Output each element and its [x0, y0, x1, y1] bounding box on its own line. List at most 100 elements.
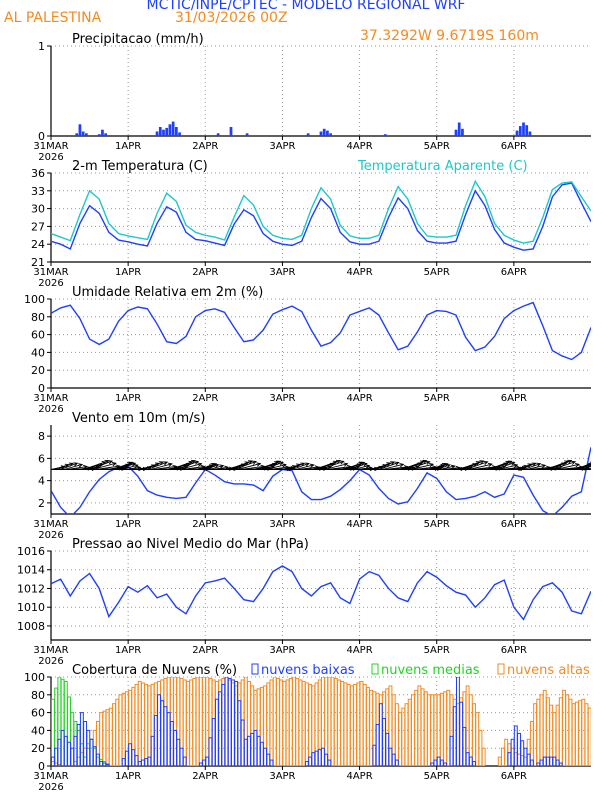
wind-arrow: [121, 464, 138, 470]
x-tick-label: 4APR: [346, 771, 372, 782]
wind-arrow-head: [256, 462, 262, 467]
legend-label: nuvens medias: [381, 663, 480, 678]
wind-arrow-head: [597, 465, 601, 468]
low-cloud-bar: [179, 747, 184, 766]
low-cloud-bar: [324, 753, 329, 766]
y-tick-label: 1: [38, 40, 45, 53]
wind-arrow-head: [507, 460, 513, 465]
plot-area: [51, 447, 601, 514]
plot-area: [51, 677, 591, 766]
high-cloud-bar: [272, 677, 277, 766]
high-cloud-bar: [475, 712, 480, 766]
high-cloud-bar: [404, 703, 409, 766]
y-tick-label: 20: [31, 742, 45, 755]
high-cloud-bar: [112, 703, 116, 766]
high-cloud-bar: [276, 677, 280, 766]
high-cloud-bar: [587, 707, 591, 766]
high-cloud-bar: [504, 738, 509, 766]
high-cloud-bar: [301, 680, 306, 766]
temp-series-line: [51, 179, 591, 244]
wind-arrow: [208, 465, 224, 470]
wind-arrow: [516, 463, 532, 470]
plot-area: [75, 121, 532, 136]
x-tick-label: 6APR: [501, 267, 527, 278]
wind-arrow-head: [339, 460, 345, 465]
low-cloud-bar: [79, 712, 84, 766]
x-tick-label: 2APR: [192, 519, 218, 530]
wind-arrow-head: [197, 462, 203, 467]
high-cloud-bar: [584, 703, 589, 766]
y-tick-label: 80: [31, 689, 45, 702]
wind-arrow: [230, 460, 253, 470]
x-tick-label: 31MAR: [33, 393, 68, 404]
main-title: MCTIC/INPE/CPTEC - MODELO REGIONAL WRF: [146, 0, 466, 13]
x-tick-label: 3APR: [269, 141, 295, 152]
high-cloud-bar: [497, 756, 502, 766]
low-cloud-bar: [378, 703, 383, 766]
wind-arrow-head: [163, 461, 169, 466]
low-cloud-bar: [539, 759, 544, 766]
low-cloud-bar: [439, 759, 444, 766]
high-cloud-bar: [144, 683, 149, 766]
low-cloud-bar: [266, 753, 271, 766]
wind-arrow: [487, 461, 510, 470]
precip-bar: [174, 127, 178, 136]
low-cloud-bar: [308, 756, 313, 766]
high-cloud-bar: [542, 689, 547, 766]
low-cloud-bar: [92, 746, 97, 766]
y-tick-label: 4: [38, 475, 45, 488]
location-label: AL PALESTINA: [4, 10, 102, 26]
high-cloud-bar: [555, 704, 560, 766]
y-tick-label: 27: [31, 220, 45, 233]
x-tick-label: 2APR: [192, 771, 218, 782]
wind-arrow-head: [365, 464, 371, 469]
low-cloud-bar: [221, 683, 226, 766]
wind-arrow: [288, 462, 305, 470]
wind-arrow: [317, 460, 341, 470]
high-cloud-bar: [118, 694, 123, 766]
wind-arrow: [291, 463, 309, 470]
low-cloud-bar: [131, 749, 136, 766]
low-cloud-bar: [549, 756, 554, 766]
high-cloud-bar: [356, 682, 361, 766]
low-cloud-bar: [452, 706, 457, 766]
low-cloud-bar: [472, 761, 476, 766]
y-tick-label: 0: [38, 760, 45, 773]
high-cloud-bar: [359, 680, 364, 766]
low-cloud-bar: [430, 762, 435, 766]
high-cloud-bar: [349, 685, 354, 766]
y-tick-label: 100: [24, 671, 45, 684]
mid-cloud-bar: [51, 698, 55, 766]
x-tick-sublabel: 2026: [38, 656, 63, 667]
y-tick-label: 40: [31, 724, 45, 737]
precip-bar: [454, 129, 458, 136]
precip-bar: [162, 129, 165, 136]
high-cloud-bar: [324, 677, 329, 766]
wind-arrow-head: [309, 463, 315, 468]
precip-bar: [461, 128, 464, 136]
x-tick-label: 1APR: [115, 519, 141, 530]
precip-bar: [306, 133, 310, 136]
low-cloud-bar: [202, 759, 206, 766]
x-tick-label: 31MAR: [33, 267, 68, 278]
high-cloud-bar: [546, 697, 550, 766]
high-cloud-bar: [298, 679, 303, 766]
high-cloud-bar: [333, 677, 338, 766]
low-cloud-bar: [269, 759, 274, 766]
high-cloud-bar: [192, 677, 197, 766]
panel-title: Umidade Relativa em 2m (%): [72, 285, 263, 300]
y-tick-label: 60: [31, 329, 45, 342]
legend-swatch: [497, 663, 505, 675]
wind-arrow: [172, 460, 196, 470]
high-cloud-bar: [420, 688, 425, 766]
low-cloud-bar: [546, 756, 550, 766]
x-tick-label: 4APR: [346, 393, 372, 404]
y-tick-label: 8: [38, 430, 45, 443]
wind-arrow-head: [422, 459, 428, 464]
wind-arrow: [234, 461, 257, 470]
wind-arrow: [545, 460, 569, 470]
high-cloud-bar: [346, 683, 351, 766]
wind-arrow: [520, 462, 536, 470]
